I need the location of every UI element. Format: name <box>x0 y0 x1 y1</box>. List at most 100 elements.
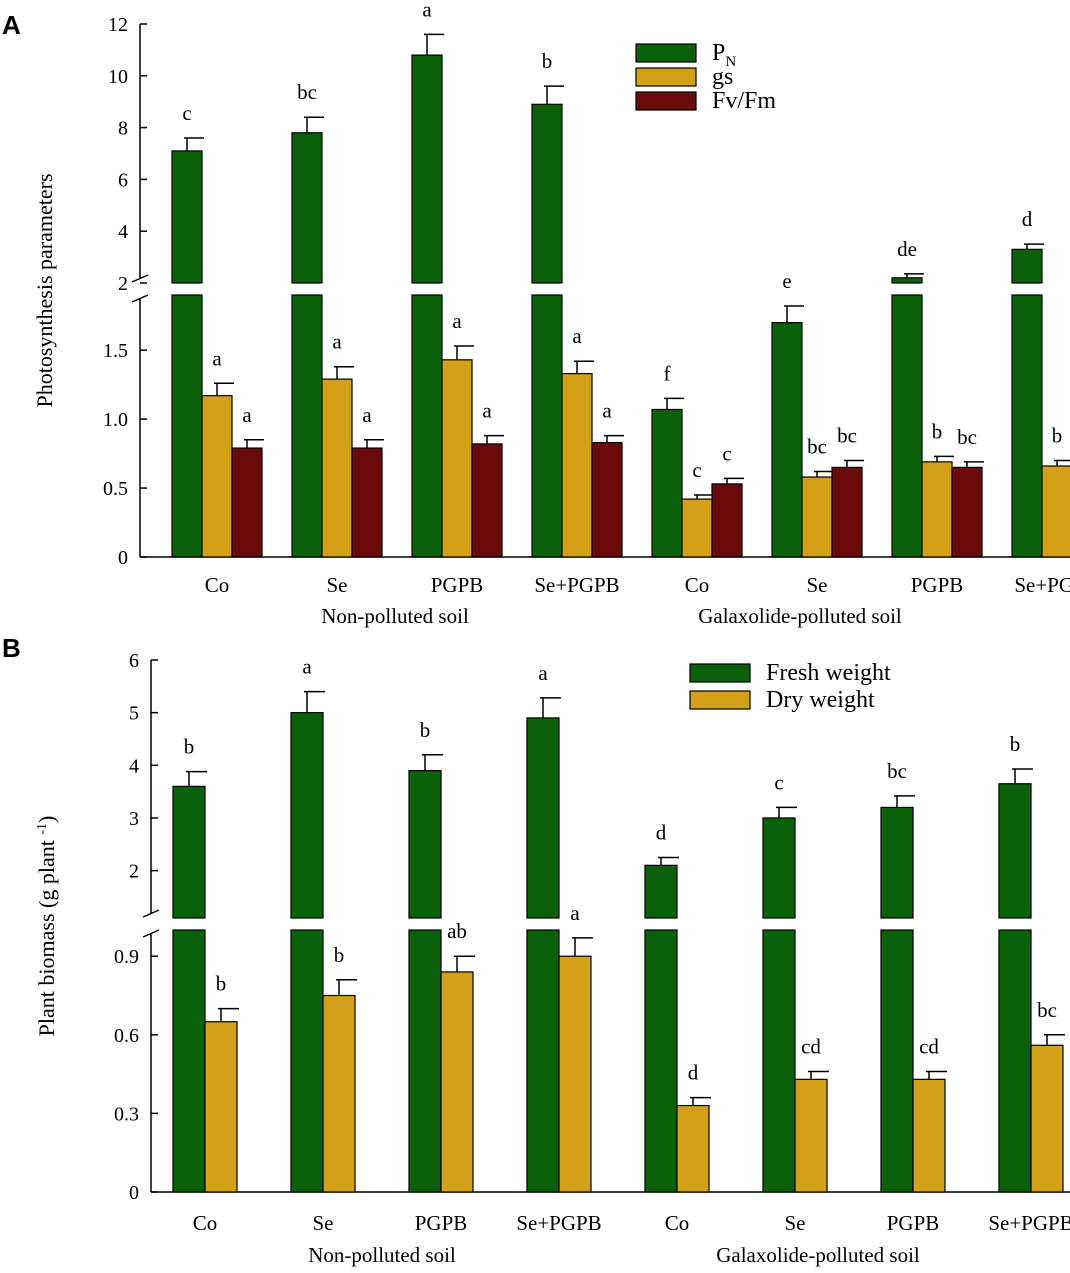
legend-label: Dry weight <box>766 687 875 713</box>
y-tick-label: 4 <box>129 755 139 777</box>
bar <box>801 476 833 558</box>
significance-letter: de <box>897 237 917 261</box>
bar <box>172 929 206 1193</box>
significance-letter: d <box>1022 207 1033 231</box>
panel-a: A 2 4 6 8 10 12 0 0.5 1.0 1.5 Photosynthesis parame… <box>2 0 1070 628</box>
significance-letter: a <box>570 901 580 925</box>
bar <box>408 769 442 919</box>
bar <box>676 1104 710 1193</box>
bar <box>880 806 914 919</box>
category-label: Se <box>313 1211 334 1235</box>
significance-letter: bc <box>297 80 317 104</box>
significance-letter: a <box>482 399 492 423</box>
bar <box>408 929 442 1193</box>
bar <box>411 54 443 284</box>
bar <box>891 294 923 558</box>
bar <box>291 132 323 284</box>
bar <box>290 712 324 919</box>
bar <box>411 294 443 558</box>
category-label: Co <box>193 1211 218 1235</box>
legend-label-text: Fv/Fm <box>712 88 776 114</box>
y-tick-label: 0 <box>129 1182 139 1204</box>
significance-letter: e <box>782 269 791 293</box>
significance-letter: b <box>542 49 553 73</box>
significance-letter: a <box>362 403 372 427</box>
significance-letter: a <box>538 661 548 685</box>
axis-break-mark <box>131 274 149 283</box>
significance-letter: c <box>774 770 783 794</box>
category-label: Co <box>685 573 710 597</box>
bar <box>471 443 503 558</box>
y-tick-label: 10 <box>108 66 128 88</box>
y-tick-label: 0.5 <box>103 478 128 500</box>
legend-label-text: gs <box>712 64 733 90</box>
category-label: Se <box>807 573 828 597</box>
legend-swatch <box>689 690 751 710</box>
significance-letter: c <box>182 101 191 125</box>
y-tick-label: 6 <box>129 650 139 672</box>
bar <box>201 395 233 558</box>
bar <box>880 929 914 1193</box>
y-axis-label-sup: -1 <box>35 823 50 835</box>
panel-b: B 2 3 4 5 6 0 0.3 0.6 0.9 Plant biomass (g plant -… <box>2 633 1070 1267</box>
legend-swatch <box>635 43 697 63</box>
bar <box>1041 465 1070 558</box>
bar <box>1011 248 1043 284</box>
bar <box>891 277 923 284</box>
bar <box>998 783 1032 919</box>
bar <box>644 929 678 1193</box>
significance-letter: ab <box>447 919 467 943</box>
bar <box>171 294 203 558</box>
bar <box>526 929 560 1193</box>
y-tick-label: 5 <box>129 703 139 725</box>
y-tick-label: 0 <box>118 547 128 569</box>
significance-letter: b <box>932 419 943 443</box>
significance-letter: cd <box>801 1034 821 1058</box>
significance-letter: bc <box>887 759 907 783</box>
bar <box>831 466 863 558</box>
legend-label: Fresh weight <box>766 660 891 686</box>
category-label: PGPB <box>415 1211 468 1235</box>
group-label: Galaxolide-polluted soil <box>716 1243 920 1267</box>
bar <box>531 294 563 558</box>
bar <box>322 994 356 1193</box>
category-label: Co <box>205 573 230 597</box>
significance-letter: b <box>1010 732 1021 756</box>
significance-letter: a <box>422 0 432 21</box>
category-label: Se+PGPB <box>516 1211 601 1235</box>
bar <box>1030 1044 1064 1193</box>
significance-letter: c <box>692 458 701 482</box>
group-label: Non-polluted soil <box>321 604 469 628</box>
axis-break-mark <box>131 294 149 303</box>
significance-letter: bc <box>807 435 827 459</box>
significance-letter: a <box>332 330 342 354</box>
bar <box>558 955 592 1193</box>
y-tick-label: 1.0 <box>103 409 128 431</box>
axis-break-mark <box>142 909 160 918</box>
y-tick-label: 0.3 <box>114 1103 139 1125</box>
y-tick-label: 2 <box>129 861 139 883</box>
legend-swatch <box>635 91 697 111</box>
bar <box>526 717 560 919</box>
significance-letter: bc <box>837 423 857 447</box>
significance-letter: c <box>722 441 731 465</box>
y-axis-label-end: ) <box>34 816 59 823</box>
y-tick-label: 6 <box>118 169 128 191</box>
category-label: Se <box>327 573 348 597</box>
category-label: Co <box>665 1211 690 1235</box>
bar <box>561 373 593 558</box>
bar <box>762 929 796 1193</box>
y-axis-label: Photosynthesis parameters <box>32 173 57 407</box>
y-tick-label: 12 <box>108 14 128 36</box>
legend-label: gs <box>712 64 733 90</box>
significance-letter: bc <box>1037 998 1057 1022</box>
bar <box>204 1021 238 1193</box>
legend-label-text: Fresh weight <box>766 660 891 686</box>
category-label: Se <box>785 1211 806 1235</box>
significance-letter: b <box>184 735 195 759</box>
legend-label-text: Dry weight <box>766 687 875 713</box>
bar <box>711 483 743 558</box>
category-label: PGPB <box>887 1211 940 1235</box>
legend-label: PN <box>712 40 736 70</box>
legend-swatch <box>689 663 751 683</box>
